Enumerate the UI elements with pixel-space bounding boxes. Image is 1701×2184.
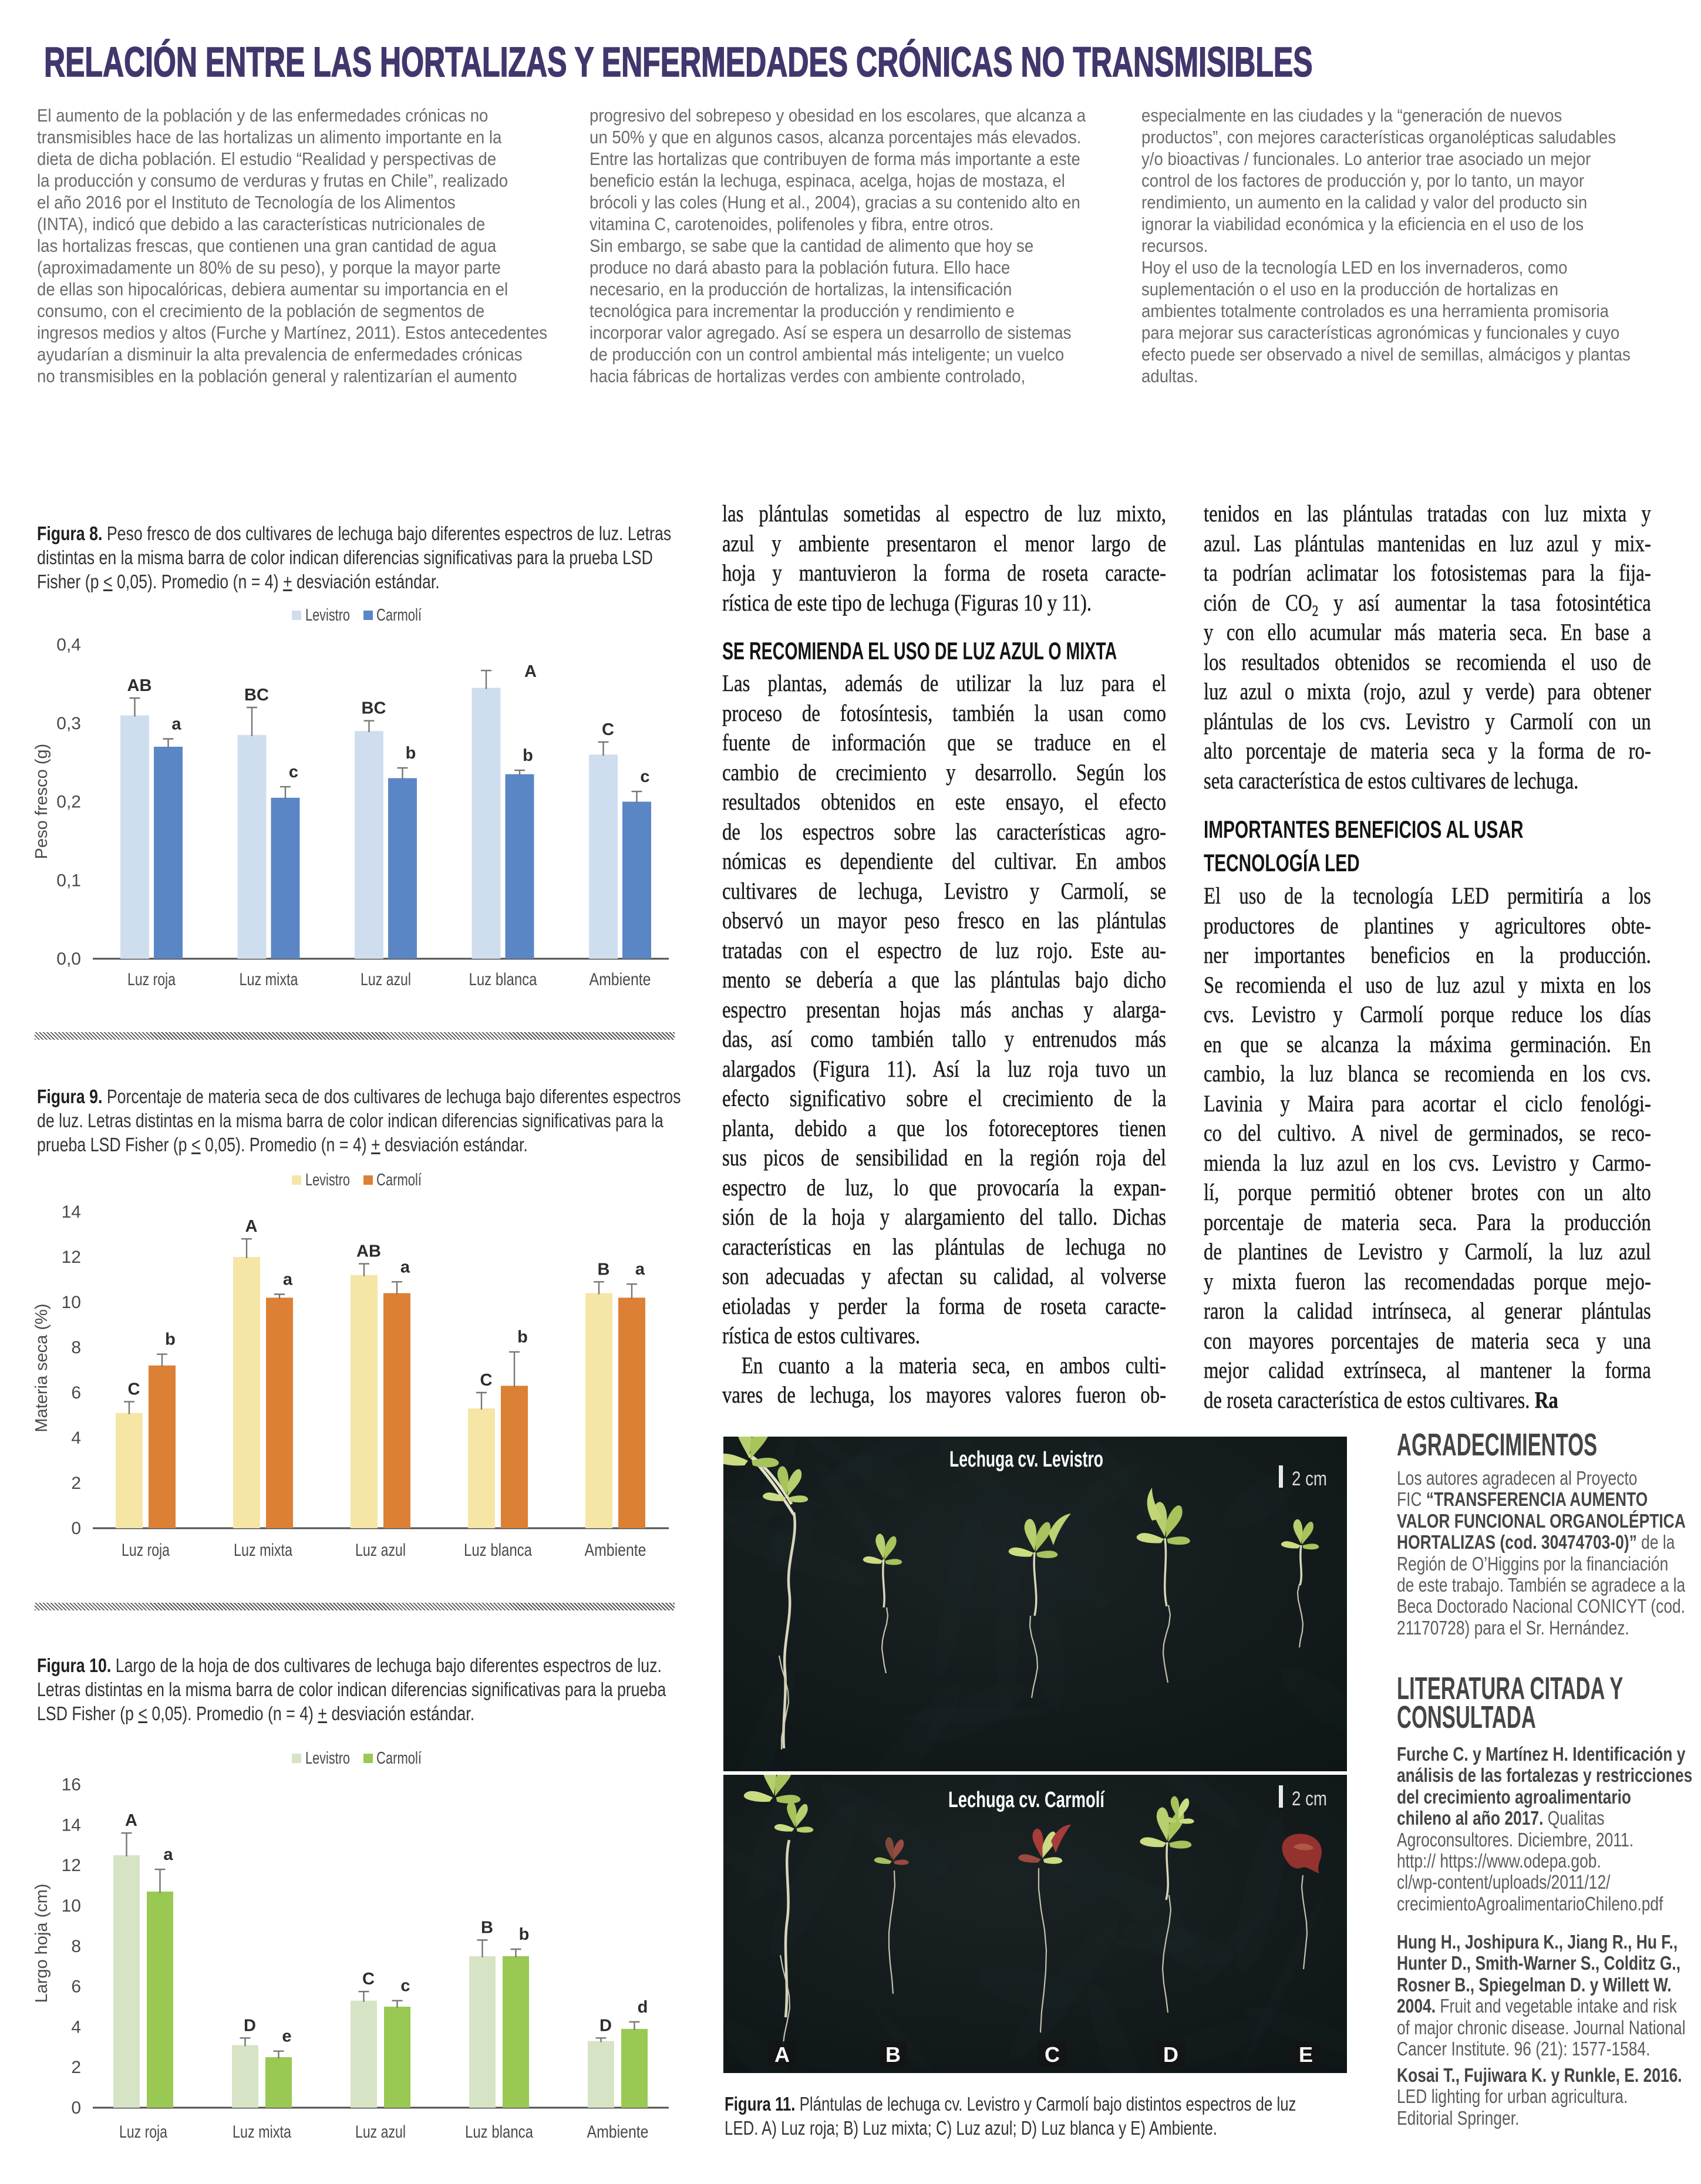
svg-text:0,2: 0,2	[56, 793, 81, 812]
svg-text:8: 8	[71, 1338, 81, 1357]
svg-text:4: 4	[71, 2017, 81, 2037]
svg-text:Luz roja: Luz roja	[122, 1541, 170, 1560]
svg-text:c: c	[400, 1977, 410, 1996]
svg-text:6: 6	[71, 1977, 81, 1997]
svg-text:6: 6	[71, 1383, 81, 1403]
svg-text:14: 14	[62, 1815, 81, 1835]
svg-text:A: A	[245, 1217, 258, 1236]
svg-text:a: a	[283, 1270, 293, 1289]
svg-text:12: 12	[62, 1248, 81, 1267]
svg-text:AB: AB	[356, 1242, 381, 1261]
svg-text:Levistro: Levistro	[305, 1171, 350, 1189]
svg-text:Ambiente: Ambiente	[585, 1541, 646, 1560]
svg-text:0,3: 0,3	[56, 714, 81, 733]
svg-text:b: b	[406, 744, 416, 763]
svg-text:b: b	[165, 1330, 176, 1349]
svg-text:a: a	[163, 1845, 173, 1864]
svg-text:Materia seca (%): Materia seca (%)	[32, 1303, 51, 1432]
svg-text:d: d	[638, 1998, 648, 2017]
svg-text:2 cm: 2 cm	[1292, 1468, 1327, 1490]
svg-text:8: 8	[71, 1937, 81, 1956]
svg-text:Largo hoja (cm): Largo hoja (cm)	[32, 1883, 51, 2003]
svg-text:Carmolí: Carmolí	[376, 1749, 422, 1768]
svg-text:0: 0	[71, 2098, 81, 2118]
svg-text:Luz roja: Luz roja	[119, 2122, 167, 2142]
svg-text:14: 14	[62, 1202, 81, 1222]
svg-text:c: c	[640, 767, 649, 786]
svg-text:C: C	[362, 1970, 375, 1988]
svg-text:b: b	[519, 1925, 530, 1944]
svg-text:a: a	[635, 1260, 645, 1279]
svg-text:D: D	[244, 2016, 256, 2035]
svg-text:C: C	[1045, 2043, 1060, 2067]
svg-text:Lechuga cv. Carmolí: Lechuga cv. Carmolí	[948, 1788, 1105, 1812]
svg-text:Luz blanca: Luz blanca	[469, 970, 537, 989]
svg-text:BC: BC	[362, 699, 386, 718]
svg-text:A: A	[774, 2043, 790, 2067]
svg-text:C: C	[602, 720, 614, 739]
svg-text:e: e	[282, 2027, 291, 2046]
svg-text:Levistro: Levistro	[305, 1749, 350, 1768]
svg-text:B: B	[481, 1919, 493, 1937]
svg-text:2 cm: 2 cm	[1292, 1788, 1327, 1810]
svg-text:A: A	[524, 662, 537, 681]
svg-text:Luz mixta: Luz mixta	[233, 2122, 291, 2142]
svg-text:c: c	[289, 763, 298, 781]
svg-text:a: a	[171, 715, 181, 734]
svg-text:Luz azul: Luz azul	[355, 1541, 406, 1560]
svg-text:Luz azul: Luz azul	[361, 970, 411, 989]
svg-text:BC: BC	[244, 686, 269, 705]
svg-text:b: b	[517, 1328, 528, 1347]
svg-text:Ambiente: Ambiente	[590, 970, 651, 989]
svg-text:E: E	[1299, 2043, 1313, 2067]
svg-text:0,1: 0,1	[56, 871, 81, 890]
svg-text:Luz mixta: Luz mixta	[240, 970, 298, 989]
svg-text:2: 2	[71, 1474, 81, 1493]
svg-text:B: B	[598, 1260, 610, 1279]
svg-text:0,4: 0,4	[56, 635, 81, 655]
svg-text:A: A	[125, 1811, 137, 1830]
svg-text:2: 2	[71, 2058, 81, 2077]
svg-text:B: B	[885, 2043, 901, 2067]
svg-text:Peso fresco (g): Peso fresco (g)	[32, 744, 51, 860]
svg-text:Luz azul: Luz azul	[355, 2122, 406, 2142]
svg-text:C: C	[128, 1380, 140, 1398]
svg-text:D: D	[1163, 2043, 1178, 2067]
svg-text:D: D	[599, 2016, 612, 2035]
svg-text:a: a	[400, 1258, 410, 1276]
svg-text:12: 12	[62, 1856, 81, 1875]
svg-text:Luz blanca: Luz blanca	[465, 2122, 533, 2142]
svg-text:0,0: 0,0	[56, 949, 81, 969]
svg-text:AB: AB	[127, 676, 152, 695]
svg-text:Lechuga cv. Levistro: Lechuga cv. Levistro	[949, 1447, 1103, 1472]
svg-text:Luz blanca: Luz blanca	[464, 1541, 532, 1560]
svg-text:16: 16	[62, 1775, 81, 1795]
svg-text:Luz mixta: Luz mixta	[234, 1541, 292, 1560]
svg-text:10: 10	[62, 1293, 81, 1312]
svg-text:C: C	[480, 1371, 493, 1390]
svg-text:10: 10	[62, 1896, 81, 1916]
svg-text:Luz roja: Luz roja	[127, 970, 176, 989]
svg-text:Levistro: Levistro	[305, 606, 350, 625]
svg-text:Ambiente: Ambiente	[587, 2122, 649, 2142]
svg-text:4: 4	[71, 1428, 81, 1448]
svg-text:Carmolí: Carmolí	[376, 1171, 422, 1189]
svg-text:Carmolí: Carmolí	[376, 606, 422, 625]
svg-text:b: b	[523, 746, 533, 765]
svg-text:0: 0	[71, 1519, 81, 1538]
